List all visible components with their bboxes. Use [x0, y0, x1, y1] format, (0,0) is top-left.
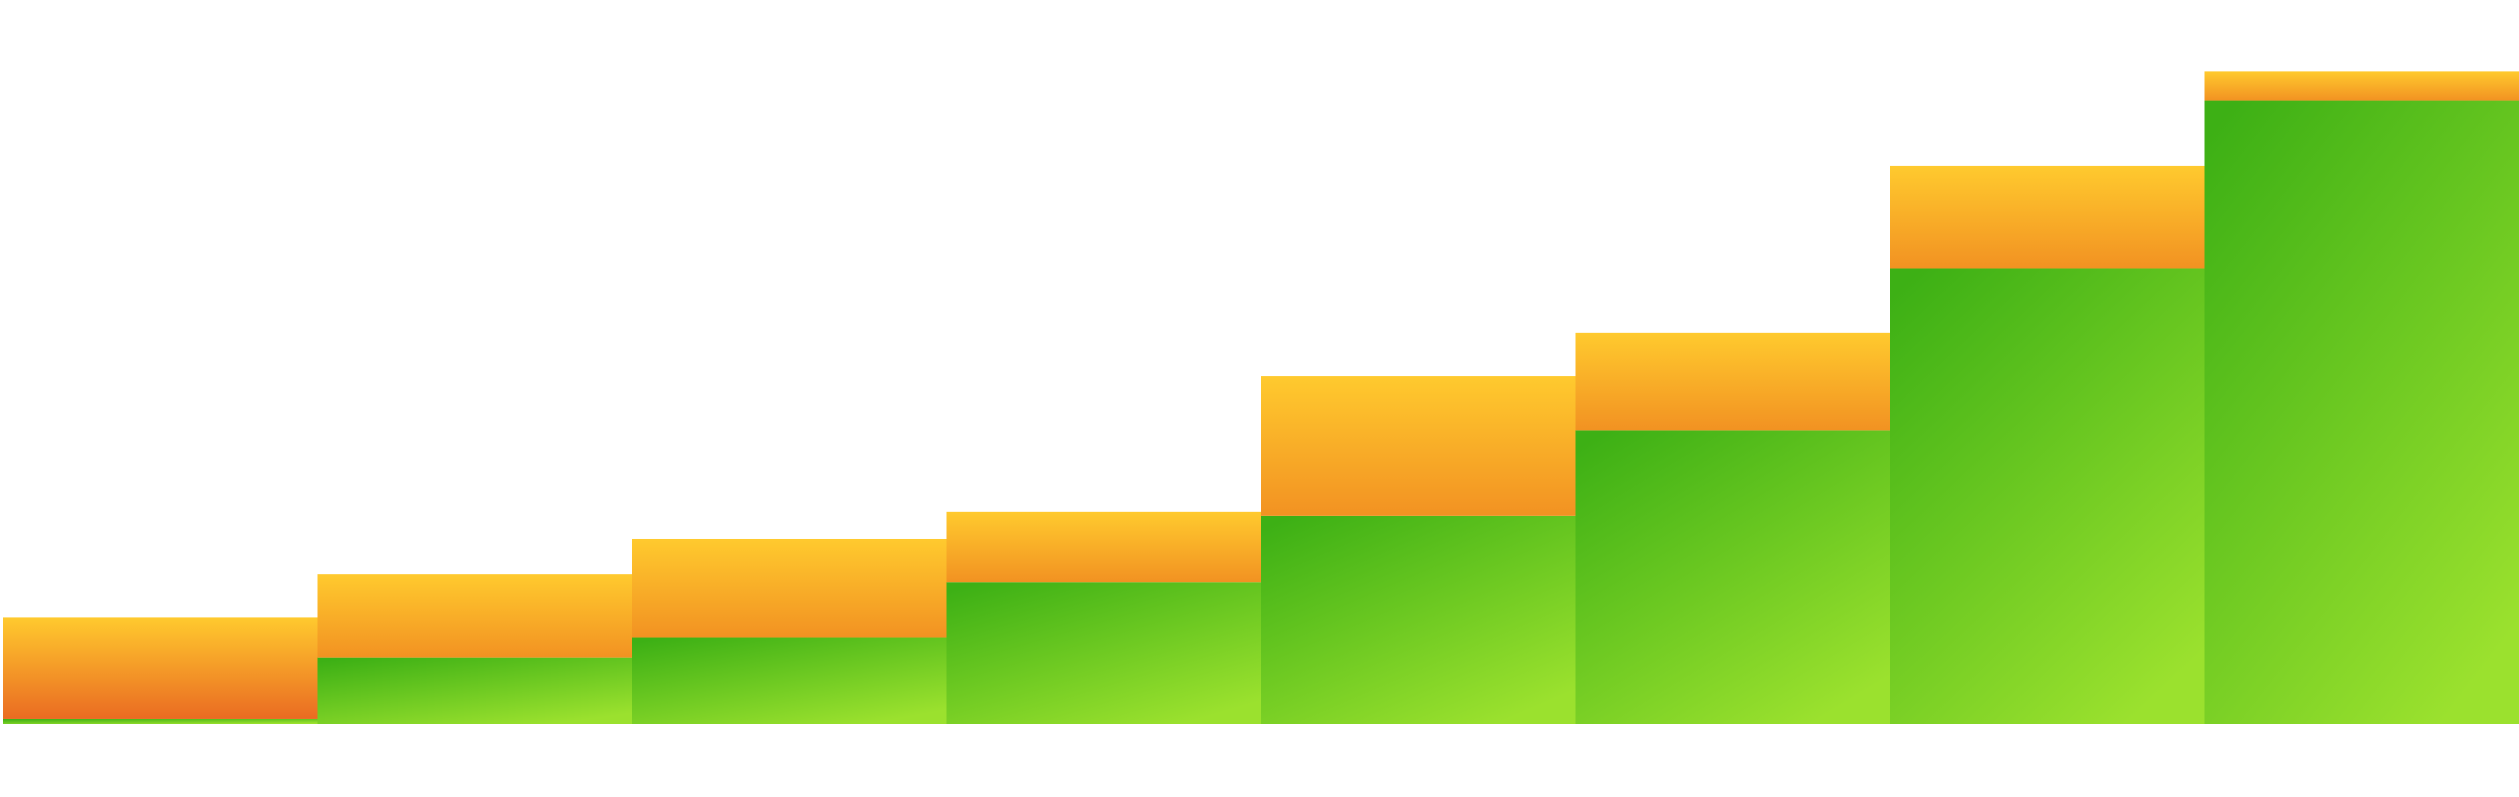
bar-base-2 — [317, 657, 633, 724]
bar-base-7 — [1890, 268, 2205, 724]
bar-base-3 — [632, 637, 947, 724]
bar-top-4 — [946, 511, 1262, 583]
bars — [3, 71, 2519, 725]
bar-top-2 — [317, 574, 633, 658]
bar-base-5 — [1261, 515, 1576, 724]
bar-top-1 — [3, 617, 318, 719]
bar-base-1 — [3, 718, 318, 724]
bar-top-3 — [632, 538, 947, 638]
bar-top-7 — [1890, 165, 2205, 269]
bar-top-8 — [2204, 71, 2519, 101]
bar-base-6 — [1575, 430, 1891, 724]
bar-base-8 — [2204, 100, 2519, 725]
bar-top-5 — [1261, 376, 1576, 516]
bar-base-4 — [946, 582, 1262, 724]
bar-top-6 — [1575, 332, 1891, 431]
